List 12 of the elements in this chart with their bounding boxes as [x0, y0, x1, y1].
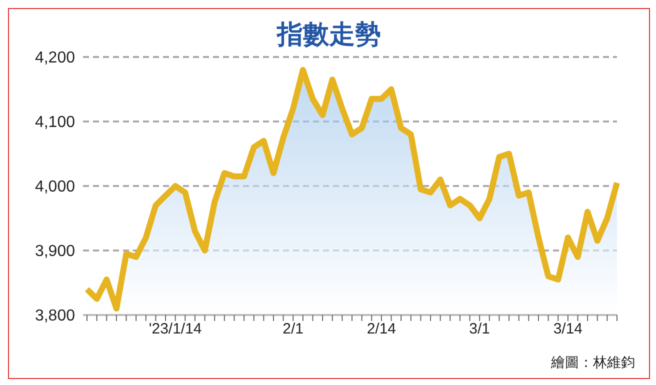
y-tick-label: 3,900	[34, 243, 76, 260]
y-tick-label: 3,800	[34, 308, 76, 325]
x-tick-label: 3/14	[553, 320, 583, 338]
text: 繪圖：林維鈞	[551, 354, 635, 372]
y-tick-label: 4,200	[34, 50, 76, 67]
x-tick-label: 2/1	[282, 320, 304, 338]
x-tick-label: '23/1/14	[148, 320, 202, 338]
chart-title: 指數走勢	[275, 18, 382, 49]
y-tick-label: 4,100	[34, 114, 76, 132]
y-tick-label: 4,000	[34, 178, 76, 196]
x-tick-label: 2/14	[366, 320, 396, 338]
x-tick-label: 3/1	[469, 320, 490, 338]
